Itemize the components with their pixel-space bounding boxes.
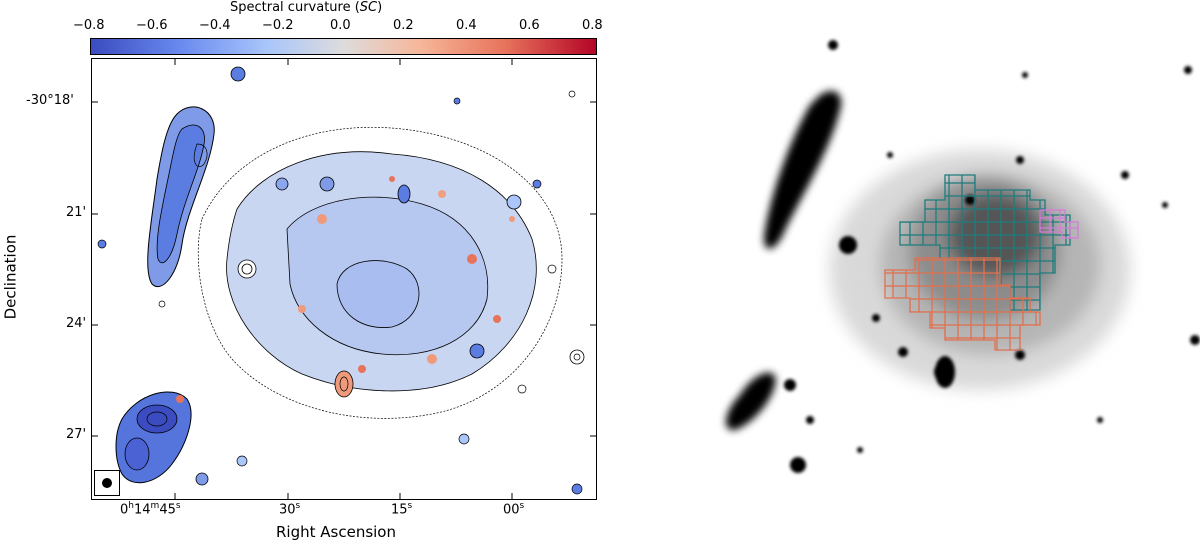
- ra-seconds: 30: [279, 502, 296, 518]
- dec-tick-label: 27': [66, 427, 87, 442]
- ra-tick-label-first: 0h14m45s: [120, 501, 181, 517]
- ra-seconds-sup: s: [519, 501, 525, 511]
- ra-seconds: 45: [159, 502, 176, 518]
- outer-contour: [197, 126, 563, 419]
- colorbar: [90, 38, 597, 55]
- central-halo: [226, 151, 537, 392]
- colorbar-tick: 0.0: [330, 18, 351, 33]
- ra-minutes-sup: m: [150, 501, 160, 511]
- colorbar-tick: 0.6: [519, 18, 540, 33]
- teal-region-grid: [899, 174, 1071, 311]
- ra-seconds: 15: [391, 502, 408, 518]
- violet-region-grid: [1039, 209, 1079, 239]
- colorbar-title-var: SC: [359, 0, 378, 15]
- colorbar-title: Spectral curvature (SC): [230, 0, 382, 15]
- colorbar-tick: 0.4: [456, 18, 477, 33]
- xray-point-sources: [784, 40, 1200, 473]
- dec-tick-label: 21': [66, 205, 87, 220]
- colorbar-tick: 0.8: [582, 18, 603, 33]
- ra-seconds-sup: s: [407, 501, 413, 511]
- ra-minutes: 14: [134, 502, 151, 518]
- colorbar-title-end: ): [377, 0, 383, 15]
- y-axis-title: Declination: [1, 234, 20, 320]
- southwest-source-xray: [725, 372, 776, 431]
- ra-seconds: 00: [503, 502, 520, 518]
- ra-seconds-sup: s: [175, 501, 181, 511]
- colorbar-title-text: Spectral curvature (: [230, 0, 360, 15]
- axis-ticks: [92, 59, 596, 499]
- colorbar-tick: −0.8: [73, 18, 105, 33]
- colorbar-tick: −0.4: [199, 18, 231, 33]
- x-axis-title: Right Ascension: [276, 523, 396, 541]
- curvature-map-svg: [92, 59, 596, 499]
- ra-seconds-sup: s: [295, 501, 301, 511]
- beam-indicator: [94, 470, 120, 496]
- compact-sources: [97, 66, 585, 495]
- dec-tick-label: 24': [66, 316, 87, 331]
- northwest-relic: [147, 106, 215, 287]
- colorbar-tick: −0.2: [262, 18, 294, 33]
- dec-tick-label: -30°18': [26, 93, 74, 108]
- ra-hours: 0: [120, 502, 129, 518]
- orange-region-grid: [884, 257, 1041, 351]
- spectral-curvature-map: [91, 58, 597, 500]
- ra-tick-label: 00s: [503, 501, 524, 517]
- colorbar-tick: 0.2: [393, 18, 414, 33]
- southwest-source: [115, 391, 192, 484]
- ra-tick-label: 15s: [391, 501, 412, 517]
- colorbar-tick: −0.6: [136, 18, 168, 33]
- ra-hours-sup: h: [128, 501, 134, 511]
- ra-tick-label: 30s: [279, 501, 300, 517]
- northwest-relic-xray: [764, 90, 842, 249]
- xray-image-panel: [700, 0, 1200, 545]
- xray-image-svg: [725, 40, 1200, 473]
- beam-ellipse: [102, 478, 112, 488]
